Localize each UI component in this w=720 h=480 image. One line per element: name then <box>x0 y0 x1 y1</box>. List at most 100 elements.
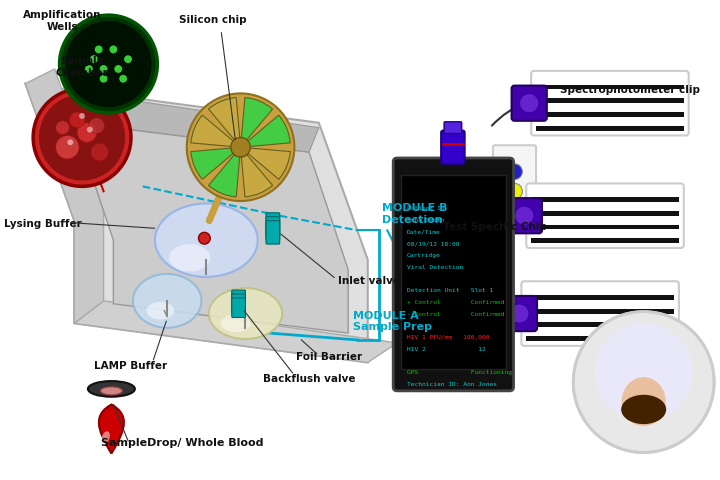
Ellipse shape <box>155 204 258 277</box>
Text: Spectrophotometer clip: Spectrophotometer clip <box>560 85 700 96</box>
Text: Viral Detection: Viral Detection <box>407 264 463 270</box>
Circle shape <box>231 137 251 157</box>
Circle shape <box>79 113 85 119</box>
Ellipse shape <box>621 377 666 426</box>
Text: Technician ID: Ann Jones: Technician ID: Ann Jones <box>407 382 497 387</box>
Circle shape <box>66 21 151 107</box>
Text: MODULE B
Detection: MODULE B Detection <box>382 203 448 225</box>
FancyBboxPatch shape <box>521 281 679 346</box>
Bar <box>526 309 674 313</box>
Circle shape <box>507 164 522 180</box>
Ellipse shape <box>221 314 251 332</box>
Bar <box>526 336 674 341</box>
Text: Lysing Buffer: Lysing Buffer <box>4 219 82 229</box>
Circle shape <box>515 206 534 226</box>
Text: Sample
Chamber: Sample Chamber <box>55 56 109 78</box>
Circle shape <box>89 118 104 133</box>
Text: Detection Unit   Slot 1: Detection Unit Slot 1 <box>407 288 493 293</box>
Ellipse shape <box>621 395 666 424</box>
Bar <box>531 211 679 216</box>
Circle shape <box>124 55 132 63</box>
Ellipse shape <box>169 244 210 272</box>
FancyBboxPatch shape <box>444 122 462 133</box>
Polygon shape <box>74 123 348 333</box>
Text: Backflush valve: Backflush valve <box>263 374 355 384</box>
Circle shape <box>68 139 73 145</box>
FancyBboxPatch shape <box>232 290 246 310</box>
Circle shape <box>85 65 93 73</box>
Wedge shape <box>240 147 273 197</box>
Polygon shape <box>25 84 368 362</box>
Text: Patient ID: Patient ID <box>407 206 444 211</box>
Circle shape <box>87 127 93 132</box>
Text: + Control        Confirmed: + Control Confirmed <box>407 300 505 305</box>
Text: HIV 2              12: HIV 2 12 <box>407 347 486 352</box>
Text: 08/19/12 18:00: 08/19/12 18:00 <box>407 241 459 246</box>
Polygon shape <box>25 69 104 324</box>
Circle shape <box>69 112 85 128</box>
FancyBboxPatch shape <box>266 213 279 236</box>
Ellipse shape <box>133 274 202 328</box>
PathPatch shape <box>99 405 124 454</box>
Ellipse shape <box>147 302 174 319</box>
FancyBboxPatch shape <box>266 216 279 240</box>
FancyBboxPatch shape <box>232 298 246 317</box>
Bar <box>536 126 684 131</box>
Wedge shape <box>240 147 290 180</box>
Circle shape <box>507 203 522 219</box>
Text: GPS              Functioning: GPS Functioning <box>407 370 512 375</box>
Bar <box>531 197 679 202</box>
Text: Cartridge: Cartridge <box>407 253 441 258</box>
Text: Test Specific Chip: Test Specific Chip <box>443 222 547 232</box>
Text: Inlet valve: Inlet valve <box>338 276 400 286</box>
Ellipse shape <box>102 431 110 444</box>
Circle shape <box>114 65 122 73</box>
Wedge shape <box>209 147 240 197</box>
Bar <box>536 98 684 103</box>
Polygon shape <box>74 301 397 362</box>
FancyBboxPatch shape <box>266 221 279 244</box>
Circle shape <box>33 88 131 186</box>
FancyBboxPatch shape <box>526 183 684 248</box>
FancyBboxPatch shape <box>507 198 542 233</box>
Circle shape <box>573 312 714 453</box>
Ellipse shape <box>88 381 135 397</box>
Wedge shape <box>240 97 273 147</box>
Text: John Smith: John Smith <box>407 217 444 223</box>
Circle shape <box>91 144 109 161</box>
FancyBboxPatch shape <box>531 71 689 135</box>
FancyBboxPatch shape <box>512 85 546 121</box>
Wedge shape <box>191 115 240 147</box>
Circle shape <box>109 46 117 53</box>
Circle shape <box>120 75 127 83</box>
Circle shape <box>77 123 96 143</box>
Ellipse shape <box>209 288 282 339</box>
Text: HIV 1 PFU/mm   100,000: HIV 1 PFU/mm 100,000 <box>407 335 490 340</box>
Circle shape <box>60 15 158 113</box>
Bar <box>531 238 679 243</box>
Bar <box>536 112 684 117</box>
Wedge shape <box>240 115 290 147</box>
FancyBboxPatch shape <box>401 175 505 369</box>
FancyBboxPatch shape <box>441 131 464 164</box>
Text: Amplification
Wells: Amplification Wells <box>23 10 102 32</box>
Bar <box>531 225 679 229</box>
FancyBboxPatch shape <box>232 294 246 313</box>
Wedge shape <box>209 97 240 147</box>
Ellipse shape <box>101 387 122 395</box>
Circle shape <box>199 232 210 244</box>
Text: SampleDrop/ Whole Blood: SampleDrop/ Whole Blood <box>101 438 263 448</box>
Polygon shape <box>79 94 319 152</box>
Wedge shape <box>191 147 240 180</box>
Bar <box>526 295 674 300</box>
Ellipse shape <box>595 324 693 421</box>
Text: Foil Barrier: Foil Barrier <box>295 351 361 361</box>
Bar <box>536 84 684 89</box>
Circle shape <box>55 121 69 134</box>
Text: LAMP Buffer: LAMP Buffer <box>94 361 168 372</box>
Circle shape <box>90 55 98 63</box>
Circle shape <box>99 65 107 73</box>
Circle shape <box>95 46 102 53</box>
FancyBboxPatch shape <box>502 296 537 331</box>
Bar <box>526 323 674 327</box>
